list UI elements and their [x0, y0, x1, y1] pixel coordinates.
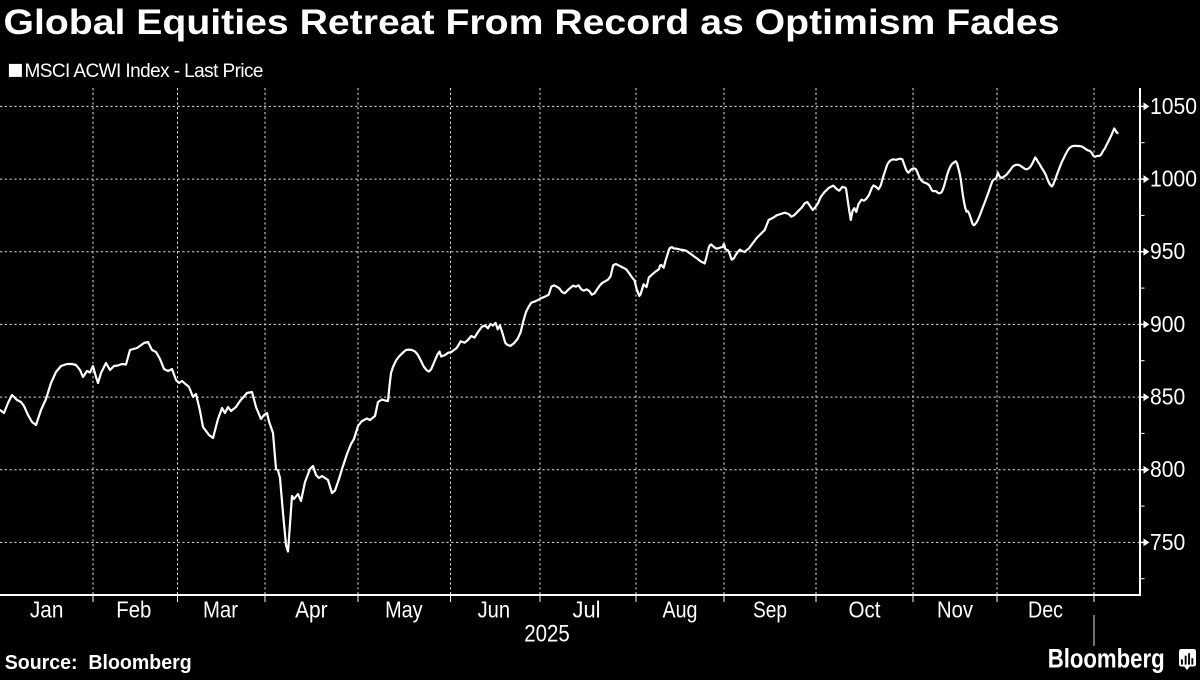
svg-text:Sep: Sep — [753, 596, 787, 622]
svg-text:Aug: Aug — [663, 596, 698, 622]
svg-text:900: 900 — [1150, 311, 1185, 337]
svg-text:Nov: Nov — [937, 596, 973, 622]
svg-text:Oct: Oct — [849, 596, 882, 622]
svg-text:MSCI ACWI Index - Last Price: MSCI ACWI Index - Last Price — [25, 61, 264, 82]
svg-text:Global Equities Retreat From R: Global Equities Retreat From Record as O… — [4, 3, 1060, 42]
svg-text:2025: 2025 — [524, 621, 570, 648]
svg-text:Mar: Mar — [203, 596, 238, 622]
svg-text:Feb: Feb — [116, 596, 151, 622]
svg-text:Jan: Jan — [30, 596, 64, 622]
svg-text:850: 850 — [1150, 384, 1185, 410]
svg-text:750: 750 — [1150, 529, 1185, 555]
svg-text:950: 950 — [1150, 238, 1185, 264]
svg-text:Bloomberg: Bloomberg — [1048, 643, 1165, 673]
svg-text:Source: Bloomberg: Source: Bloomberg — [5, 652, 192, 674]
svg-text:800: 800 — [1150, 456, 1185, 482]
svg-text:1000: 1000 — [1150, 166, 1197, 192]
svg-text:Jun: Jun — [478, 596, 511, 622]
svg-text:Dec: Dec — [1028, 596, 1063, 622]
svg-text:Apr: Apr — [295, 596, 328, 622]
svg-text:1050: 1050 — [1150, 93, 1197, 119]
svg-text:Jul: Jul — [573, 596, 601, 622]
svg-text:May: May — [385, 596, 423, 622]
